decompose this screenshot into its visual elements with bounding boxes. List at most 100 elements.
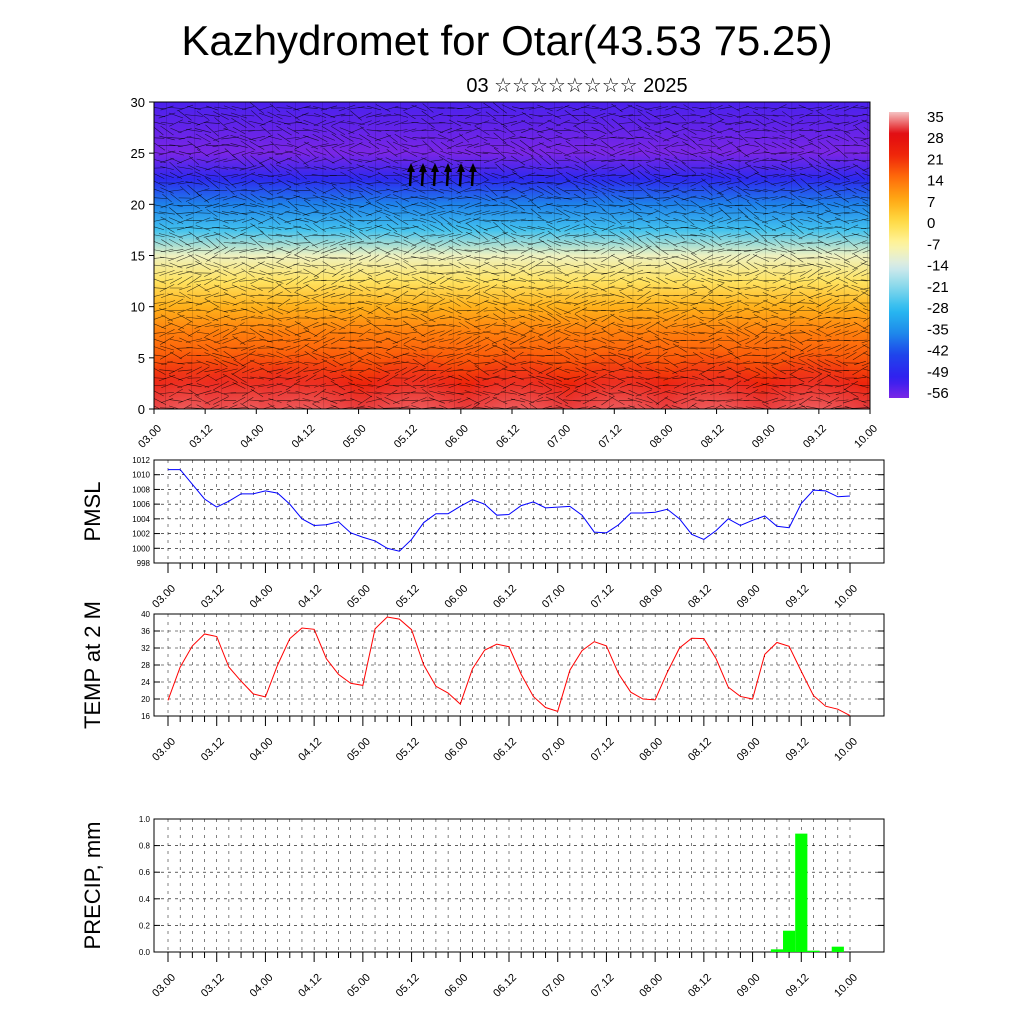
wind-barb	[213, 262, 229, 269]
wind-barb	[350, 180, 362, 186]
wind-barb	[213, 293, 229, 298]
wind-barb	[231, 284, 247, 292]
wind-barb	[449, 239, 461, 247]
wind-barb	[702, 405, 715, 409]
wind-barb	[817, 111, 831, 120]
wind-barb	[322, 165, 336, 171]
wind-barb	[788, 360, 806, 366]
wind-barb	[259, 330, 273, 336]
wind-barb	[330, 293, 346, 298]
wind-barb	[341, 368, 353, 373]
wind-barb	[320, 397, 338, 404]
wind-barb	[619, 308, 633, 313]
wind-barb	[762, 347, 778, 349]
wind-barb	[320, 219, 338, 222]
wind-barb	[158, 112, 176, 119]
wind-barb	[753, 262, 769, 269]
wind-barb	[771, 225, 787, 231]
wind-barb	[581, 122, 599, 124]
wind-barb	[357, 151, 373, 155]
wind-barb	[852, 163, 868, 173]
wind-barb	[178, 136, 192, 140]
wind-barb	[197, 344, 209, 352]
wind-barb	[493, 331, 507, 335]
wind-barb	[482, 375, 500, 381]
wind-barb	[440, 276, 452, 285]
wind-barb	[761, 174, 779, 177]
wind-barb	[375, 104, 391, 112]
wind-barb	[502, 406, 518, 409]
y-tick-label: 1002	[132, 530, 150, 539]
wind-barb	[304, 391, 318, 395]
wind-barb	[752, 284, 770, 292]
wind-barb	[537, 329, 553, 337]
wind-barb	[502, 343, 516, 353]
wind-barb	[366, 347, 382, 349]
wind-barb	[521, 269, 533, 277]
wind-barb	[268, 302, 282, 304]
wind-barb	[709, 105, 723, 111]
wind-barb	[627, 309, 643, 312]
wind-barb	[789, 135, 805, 141]
wind-barb	[411, 397, 427, 404]
wind-barb	[771, 388, 787, 398]
wind-barb	[782, 120, 794, 126]
wind-barb	[713, 404, 722, 409]
wind-barb	[303, 277, 319, 284]
wind-barb	[241, 218, 255, 223]
wind-barb	[537, 202, 553, 209]
wind-barb	[538, 324, 552, 327]
wind-barb	[322, 120, 336, 126]
wind-barb	[781, 264, 795, 267]
wind-barb	[772, 277, 786, 284]
wind-barb	[601, 187, 615, 194]
wind-barb	[815, 353, 833, 358]
wind-barb	[421, 157, 435, 164]
wind-barb	[691, 404, 701, 409]
wind-barb	[411, 313, 427, 323]
wind-barb	[807, 366, 823, 375]
wind-barb	[169, 344, 183, 352]
wind-barb	[655, 384, 669, 387]
wind-barb	[284, 218, 302, 223]
wind-barb	[816, 216, 832, 225]
wind-barb	[602, 328, 614, 338]
wind-barb	[160, 248, 174, 253]
wind-barb	[167, 322, 185, 329]
x-tick-label: 06.12	[494, 423, 522, 451]
wind-barb	[862, 374, 870, 379]
wind-barb	[186, 384, 202, 387]
wind-barb	[321, 285, 337, 291]
wind-barb	[735, 219, 751, 222]
wind-barb	[762, 128, 778, 133]
wind-barb	[368, 254, 380, 262]
wind-barb	[853, 376, 867, 380]
wind-barb	[384, 397, 400, 404]
wind-barb	[565, 136, 579, 140]
wind-barb	[536, 375, 554, 381]
wind-barb	[664, 391, 678, 395]
wind-barb	[154, 197, 167, 199]
wind-barb	[753, 392, 769, 394]
wind-barb	[700, 208, 714, 218]
wind-barb	[619, 189, 633, 192]
wind-barb	[744, 215, 760, 226]
wind-barb	[521, 111, 533, 120]
wind-barb	[609, 231, 625, 240]
wind-barb	[844, 129, 858, 132]
wind-barb	[601, 166, 615, 170]
wind-barb	[636, 381, 652, 390]
wind-barb	[446, 141, 464, 150]
wind-barb	[286, 398, 300, 403]
wind-barb	[835, 407, 849, 409]
wind-barb	[384, 233, 400, 238]
wind-barb	[303, 156, 319, 165]
wind-barb	[663, 141, 679, 150]
wind-barb	[708, 255, 724, 261]
wind-barb	[708, 111, 724, 120]
wind-barb	[852, 279, 868, 282]
wind-barb	[160, 172, 174, 179]
wind-barb	[593, 351, 605, 360]
wind-barb	[853, 137, 867, 139]
wind-barb	[473, 330, 491, 336]
